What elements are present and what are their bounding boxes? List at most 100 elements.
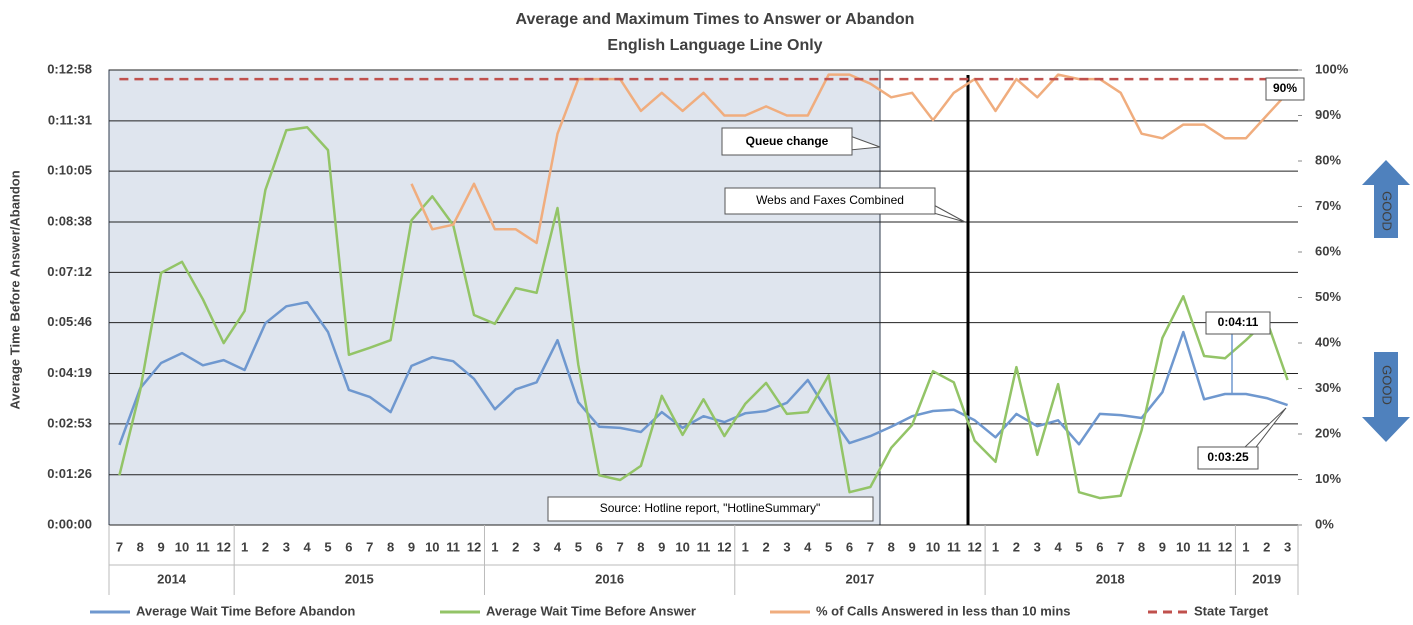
y2-tick-label: 80% [1315, 152, 1341, 167]
x-tick-label: 10 [926, 539, 940, 554]
y2-tick-label: 0% [1315, 516, 1334, 531]
x-tick-label: 9 [408, 539, 415, 554]
x-tick-label: 4 [804, 539, 812, 554]
x-tick-label: 10 [425, 539, 439, 554]
x-tick-label: 12 [717, 539, 731, 554]
y2-tick-label: 100% [1315, 61, 1349, 76]
annotation: Source: Hotline report, "HotlineSummary" [600, 501, 821, 515]
year-label: 2015 [345, 571, 374, 586]
x-tick-label: 12 [1218, 539, 1232, 554]
x-tick-label: 1 [992, 539, 999, 554]
good-label: GOOD [1380, 365, 1395, 405]
callout-pointer [1243, 407, 1287, 448]
x-tick-label: 6 [596, 539, 603, 554]
y-tick-label: 0:05:46 [47, 314, 92, 329]
series-line [410, 73, 1289, 245]
y-tick-label: 0:07:12 [47, 264, 92, 279]
chart-subtitle: English Language Line Only [607, 37, 822, 54]
x-tick-label: 2 [262, 539, 269, 554]
x-tick-label: 2 [1013, 539, 1020, 554]
annotation-box [1205, 311, 1271, 335]
x-tick-label: 11 [446, 539, 460, 554]
y-tick-label: 0:10:05 [47, 163, 92, 178]
x-tick-label: 1 [491, 539, 498, 554]
year-label: 2018 [1096, 571, 1125, 586]
x-tick-label: 8 [137, 539, 144, 554]
x-tick-label: 1 [1242, 539, 1249, 554]
x-tick-label: 2 [1263, 539, 1270, 554]
x-tick-label: 6 [1096, 539, 1103, 554]
x-tick-label: 9 [158, 539, 165, 554]
y-tick-label: 0:04:19 [47, 365, 92, 380]
series-line [118, 300, 1288, 446]
x-tick-label: 1 [742, 539, 749, 554]
legend-label: Average Wait Time Before Abandon [136, 603, 355, 618]
y2-tick-label: 70% [1315, 198, 1341, 213]
y2-tick-label: 20% [1315, 425, 1341, 440]
annotation-box [1265, 77, 1305, 101]
x-tick-label: 3 [283, 539, 290, 554]
year-label: 2014 [157, 571, 187, 586]
year-label: 2017 [845, 571, 874, 586]
y-tick-label: 0:08:38 [47, 213, 92, 228]
y-tick-label: 0:00:00 [47, 516, 92, 531]
annotation-box [547, 496, 874, 522]
series-line [118, 126, 1289, 500]
x-tick-label: 12 [216, 539, 230, 554]
annotation: 0:03:25 [1207, 450, 1249, 464]
annotation: 90% [1273, 81, 1297, 95]
x-tick-label: 3 [783, 539, 790, 554]
y2-tick-label: 60% [1315, 243, 1341, 258]
y2-tick-label: 10% [1315, 471, 1341, 486]
annotation-box [1197, 446, 1259, 470]
y2-tick-label: 30% [1315, 380, 1341, 395]
x-tick-label: 5 [1075, 539, 1082, 554]
x-tick-label: 10 [675, 539, 689, 554]
y-tick-label: 0:12:58 [47, 61, 92, 76]
x-tick-label: 4 [304, 539, 312, 554]
x-tick-label: 7 [116, 539, 123, 554]
x-tick-label: 9 [908, 539, 915, 554]
year-label: 2016 [595, 571, 624, 586]
x-tick-label: 10 [1176, 539, 1190, 554]
good-arrow-down [1362, 352, 1410, 442]
annotation-box [724, 187, 936, 215]
annotation: 0:04:11 [1218, 315, 1259, 329]
y-tick-label: 0:01:26 [47, 466, 92, 481]
x-tick-label: 4 [1054, 539, 1062, 554]
x-tick-label: 3 [533, 539, 540, 554]
annotation-box [721, 127, 853, 156]
y-tick-label: 0:11:31 [48, 112, 92, 127]
annotation: Webs and Faxes Combined [756, 193, 904, 207]
y2-tick-label: 50% [1315, 289, 1341, 304]
chart-title: Average and Maximum Times to Answer or A… [516, 11, 915, 28]
x-tick-label: 7 [1117, 539, 1124, 554]
x-tick-label: 11 [697, 539, 711, 554]
x-tick-label: 8 [888, 539, 895, 554]
good-arrow-up [1362, 160, 1410, 238]
x-tick-label: 5 [575, 539, 582, 554]
annotation: Queue change [746, 134, 829, 148]
x-tick-label: 2 [512, 539, 519, 554]
good-label: GOOD [1380, 191, 1395, 231]
x-tick-label: 3 [1034, 539, 1041, 554]
x-tick-label: 8 [1138, 539, 1145, 554]
legend-label: Average Wait Time Before Answer [486, 603, 696, 618]
x-tick-label: 3 [1284, 539, 1291, 554]
x-tick-label: 6 [846, 539, 853, 554]
x-tick-label: 1 [241, 539, 248, 554]
year-label: 2019 [1252, 571, 1281, 586]
x-tick-label: 8 [637, 539, 644, 554]
legend-label: State Target [1194, 603, 1269, 618]
x-tick-label: 11 [947, 539, 961, 554]
y2-tick-label: 40% [1315, 334, 1341, 349]
x-tick-label: 5 [825, 539, 832, 554]
x-tick-label: 8 [387, 539, 394, 554]
x-tick-label: 9 [658, 539, 665, 554]
x-tick-label: 11 [196, 539, 210, 554]
x-tick-label: 4 [554, 539, 562, 554]
legend-label: % of Calls Answered in less than 10 mins [816, 603, 1071, 618]
x-tick-label: 7 [616, 539, 623, 554]
y-tick-label: 0:02:53 [47, 415, 92, 430]
